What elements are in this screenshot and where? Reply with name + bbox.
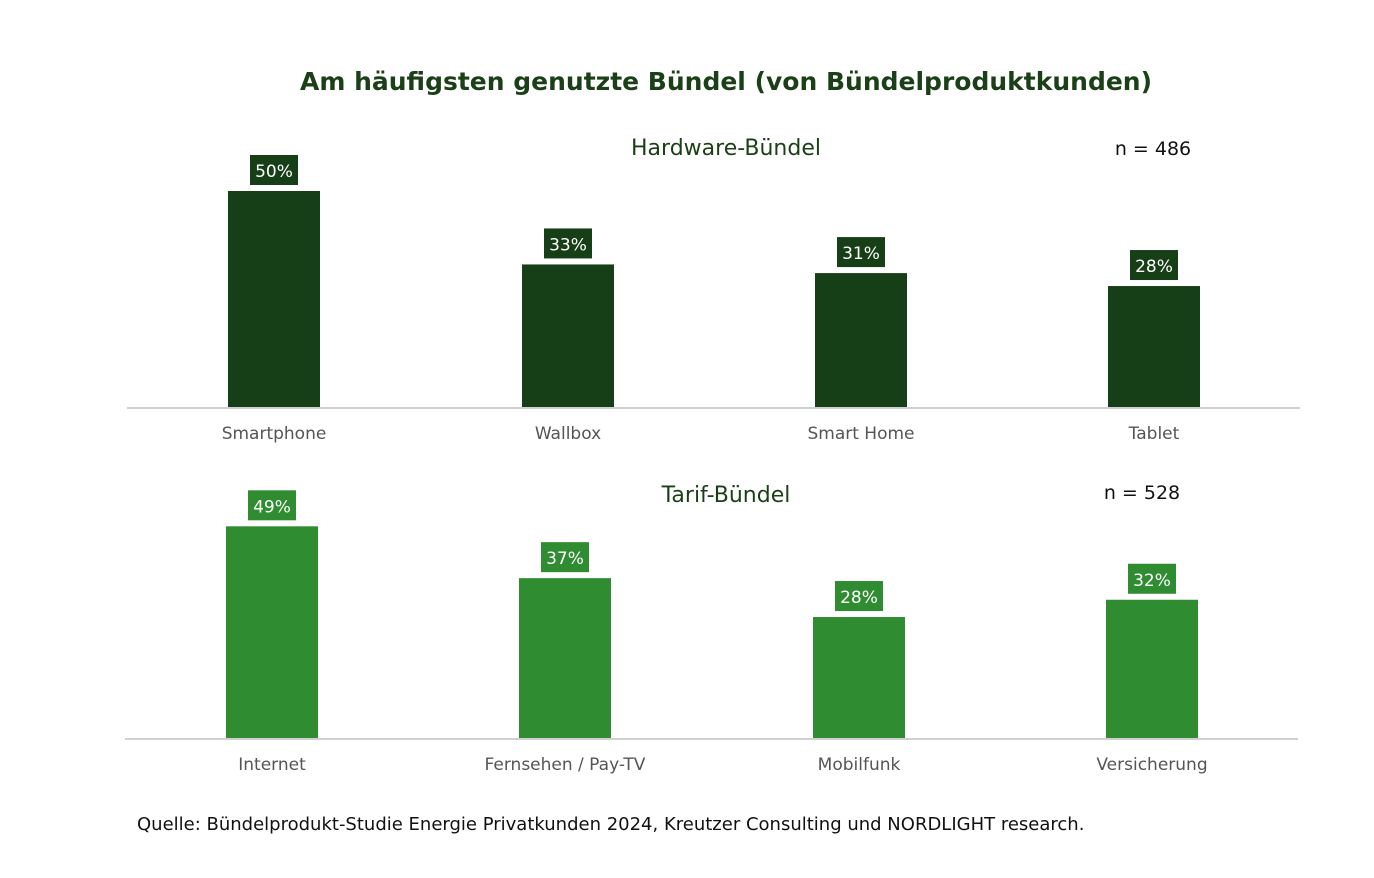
tarif-category-label: Internet <box>238 755 306 775</box>
tarif-sample-size: n = 528 <box>1104 482 1180 504</box>
tarif-data-label-box <box>248 490 296 521</box>
tarif-subtitle: Tarif-Bündel <box>661 483 791 508</box>
tarif-category-label: Versicherung <box>1096 755 1207 775</box>
tarif-data-label-box <box>1128 563 1176 594</box>
hardware-bar <box>522 264 614 407</box>
tarif-data-label: 37% <box>546 549 584 569</box>
source-note: Quelle: Bündelprodukt-Studie Energie Pri… <box>137 814 1084 835</box>
tarif-data-label-box <box>541 542 589 573</box>
tarif-data-label: 49% <box>253 497 291 517</box>
hardware-category-label: Wallbox <box>535 424 601 444</box>
hardware-category-label: Smartphone <box>222 424 327 444</box>
hardware-category-label: Smart Home <box>807 424 914 444</box>
hardware-data-label-box <box>544 228 592 259</box>
chart-title: Am häufigsten genutzte Bündel (von Bünde… <box>300 67 1152 96</box>
hardware-data-label-box <box>250 155 298 185</box>
hardware-bar <box>815 273 907 407</box>
hardware-subtitle: Hardware-Bündel <box>631 136 821 161</box>
tarif-bar <box>1106 599 1198 738</box>
hardware-data-label: 33% <box>549 235 587 255</box>
tarif-category-label: Fernsehen / Pay-TV <box>485 755 646 775</box>
hardware-data-label-box <box>837 237 885 268</box>
tarif-category-label: Mobilfunk <box>818 755 901 775</box>
hardware-data-label: 31% <box>842 244 880 264</box>
hardware-bar <box>228 191 320 407</box>
tarif-data-label: 32% <box>1133 571 1171 591</box>
hardware-bar <box>1108 286 1200 407</box>
tarif-data-label: 28% <box>840 588 878 608</box>
tarif-bar <box>519 578 611 738</box>
hardware-sample-size: n = 486 <box>1115 138 1191 160</box>
tarif-bar <box>226 526 318 738</box>
hardware-category-label: Tablet <box>1128 424 1180 444</box>
tarif-bar <box>813 617 905 738</box>
hardware-data-label: 50% <box>255 162 293 182</box>
hardware-data-label: 28% <box>1135 257 1173 277</box>
tarif-data-label-box <box>835 581 883 612</box>
hardware-data-label-box <box>1130 250 1178 281</box>
